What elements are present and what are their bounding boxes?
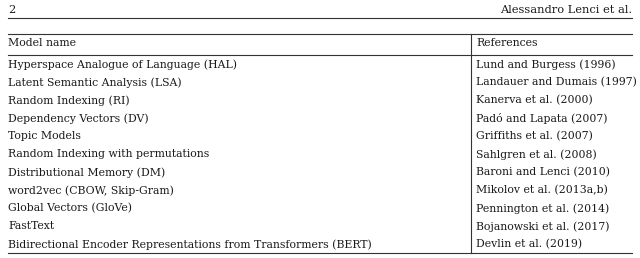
- Text: Sahlgren et al. (2008): Sahlgren et al. (2008): [476, 149, 596, 159]
- Text: Padó and Lapata (2007): Padó and Lapata (2007): [476, 113, 607, 124]
- Text: Alessandro Lenci et al.: Alessandro Lenci et al.: [500, 5, 632, 15]
- Text: FastText: FastText: [8, 221, 54, 231]
- Text: References: References: [476, 38, 538, 48]
- Text: word2vec (CBOW, Skip-Gram): word2vec (CBOW, Skip-Gram): [8, 185, 174, 196]
- Text: Hyperspace Analogue of Language (HAL): Hyperspace Analogue of Language (HAL): [8, 59, 237, 70]
- Text: Topic Models: Topic Models: [8, 131, 81, 141]
- Text: 2: 2: [8, 5, 15, 15]
- Text: Landauer and Dumais (1997): Landauer and Dumais (1997): [476, 77, 637, 87]
- Text: Model name: Model name: [8, 38, 76, 48]
- Text: Griffiths et al. (2007): Griffiths et al. (2007): [476, 131, 593, 141]
- Text: Dependency Vectors (DV): Dependency Vectors (DV): [8, 113, 148, 124]
- Text: Baroni and Lenci (2010): Baroni and Lenci (2010): [476, 167, 610, 177]
- Text: Devlin et al. (2019): Devlin et al. (2019): [476, 239, 582, 249]
- Text: Bidirectional Encoder Representations from Transformers (BERT): Bidirectional Encoder Representations fr…: [8, 239, 372, 249]
- Text: Random Indexing with permutations: Random Indexing with permutations: [8, 149, 209, 159]
- Text: Mikolov et al. (2013a,b): Mikolov et al. (2013a,b): [476, 185, 608, 195]
- Text: Random Indexing (RI): Random Indexing (RI): [8, 95, 130, 106]
- Text: Bojanowski et al. (2017): Bojanowski et al. (2017): [476, 221, 609, 232]
- Text: Latent Semantic Analysis (LSA): Latent Semantic Analysis (LSA): [8, 77, 182, 87]
- Text: Distributional Memory (DM): Distributional Memory (DM): [8, 167, 165, 178]
- Text: Pennington et al. (2014): Pennington et al. (2014): [476, 203, 609, 214]
- Text: Lund and Burgess (1996): Lund and Burgess (1996): [476, 59, 616, 70]
- Text: Kanerva et al. (2000): Kanerva et al. (2000): [476, 95, 593, 105]
- Text: Global Vectors (GloVe): Global Vectors (GloVe): [8, 203, 132, 213]
